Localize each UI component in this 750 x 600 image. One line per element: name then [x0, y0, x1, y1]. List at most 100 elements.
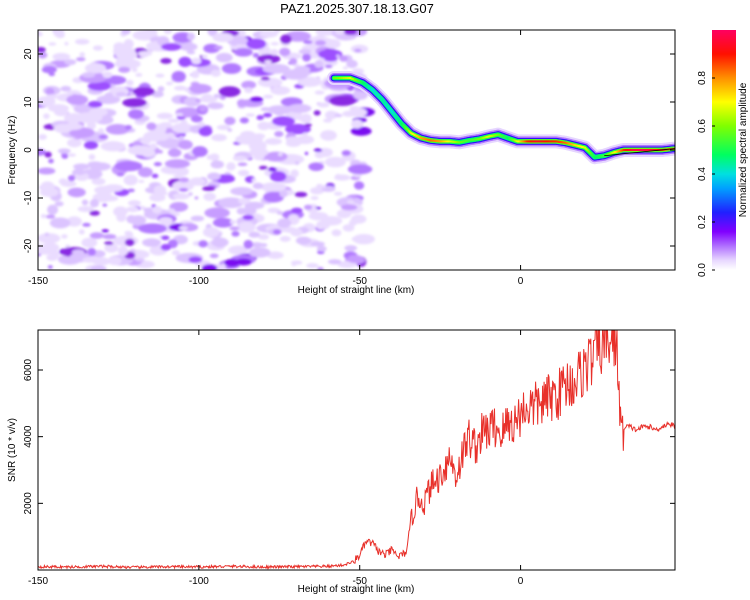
noise-blob [43, 113, 50, 120]
noise-blob [198, 240, 208, 248]
noise-blob [172, 180, 194, 192]
noise-blob [310, 196, 319, 200]
colorbar-gradient [712, 30, 736, 270]
noise-blob [127, 188, 135, 193]
noise-blob [233, 47, 253, 57]
noise-blob [263, 112, 272, 118]
noise-blob [103, 184, 124, 193]
noise-blob [294, 161, 300, 165]
noise-blob [191, 146, 208, 157]
noise-blob [112, 47, 136, 56]
noise-blob [341, 150, 351, 156]
y-tick-label: 2000 [23, 492, 34, 515]
noise-blob [270, 48, 279, 56]
spectrogram-noise-region [38, 30, 375, 270]
noise-blob [331, 229, 342, 237]
noise-blob [178, 56, 192, 68]
noise-blob [276, 210, 284, 215]
noise-blob [98, 134, 108, 140]
noise-blob [135, 73, 143, 77]
noise-blob [161, 235, 170, 241]
noise-blob [102, 234, 117, 240]
noise-blob [89, 210, 100, 216]
noise-blob [235, 133, 264, 145]
noise-blob [259, 30, 278, 38]
noise-blob [314, 40, 326, 46]
noise-blob [238, 197, 251, 205]
noise-blob [79, 52, 85, 58]
noise-blob [347, 254, 364, 264]
noise-blob [38, 134, 47, 140]
noise-blob [194, 196, 199, 200]
noise-blob [145, 130, 167, 141]
noise-blob [241, 80, 257, 90]
noise-blob [290, 228, 303, 237]
noise-blob [210, 160, 225, 169]
noise-blob [201, 54, 208, 59]
snr-x-axis: -150 -100 -50 0 [28, 330, 524, 587]
noise-blob [114, 58, 141, 70]
noise-blob [48, 72, 56, 77]
noise-blob [306, 263, 319, 269]
noise-blob [300, 113, 312, 124]
noise-blob [40, 181, 55, 192]
noise-blob [224, 258, 240, 268]
colorbar-tick-label: 0.6 [697, 119, 708, 133]
noise-blob [213, 45, 223, 50]
noise-blob [104, 241, 114, 246]
noise-blob [263, 191, 285, 203]
noise-blob [146, 122, 157, 131]
noise-blob [272, 116, 296, 127]
noise-blob [303, 204, 313, 210]
noise-blob [45, 94, 58, 99]
noise-blob [155, 73, 165, 78]
noise-blob [221, 63, 242, 74]
noise-blob [140, 136, 151, 146]
noise-blob [67, 175, 76, 182]
noise-blob [66, 216, 82, 227]
noise-blob [279, 190, 288, 198]
noise-blob [190, 215, 205, 222]
spectrogram-ridge [327, 71, 675, 165]
noise-blob [335, 173, 342, 181]
noise-blob [51, 250, 60, 259]
noise-blob [263, 94, 274, 99]
noise-blob [334, 30, 345, 35]
noise-blob [324, 38, 341, 49]
ridge-trace [604, 148, 675, 157]
noise-blob [117, 246, 129, 256]
noise-blob [320, 130, 337, 141]
noise-blob [303, 40, 313, 45]
noise-blob [202, 186, 216, 192]
noise-blob [314, 60, 324, 68]
noise-blob [104, 92, 114, 99]
noise-blob [171, 70, 186, 82]
noise-blob [310, 187, 325, 195]
noise-blob [165, 81, 174, 86]
noise-blob [64, 59, 77, 66]
noise-blob [160, 243, 172, 251]
noise-blob [189, 177, 207, 186]
noise-blob [138, 179, 145, 183]
noise-blob [132, 87, 155, 97]
noise-blob [304, 151, 309, 156]
colorbar: 0.0 0.2 0.4 0.6 0.8 Normalized spectral ampl… [697, 30, 749, 277]
noise-blob [48, 42, 57, 46]
noise-blob [92, 257, 111, 266]
noise-blob [235, 44, 244, 48]
noise-blob [126, 215, 137, 224]
y-tick-label: -20 [23, 238, 34, 253]
noise-blob [180, 119, 188, 125]
noise-blob [38, 51, 48, 59]
noise-blob [62, 122, 83, 131]
noise-blob [260, 182, 287, 192]
noise-blob [229, 220, 236, 225]
noise-blob [207, 102, 224, 110]
noise-blob [89, 232, 104, 239]
noise-blob [171, 250, 180, 256]
noise-blob [47, 265, 53, 269]
noise-blob [57, 148, 71, 154]
noise-blob [153, 161, 162, 167]
noise-blob [178, 187, 189, 192]
colorbar-ticks: 0.0 0.2 0.4 0.6 0.8 [697, 71, 715, 277]
